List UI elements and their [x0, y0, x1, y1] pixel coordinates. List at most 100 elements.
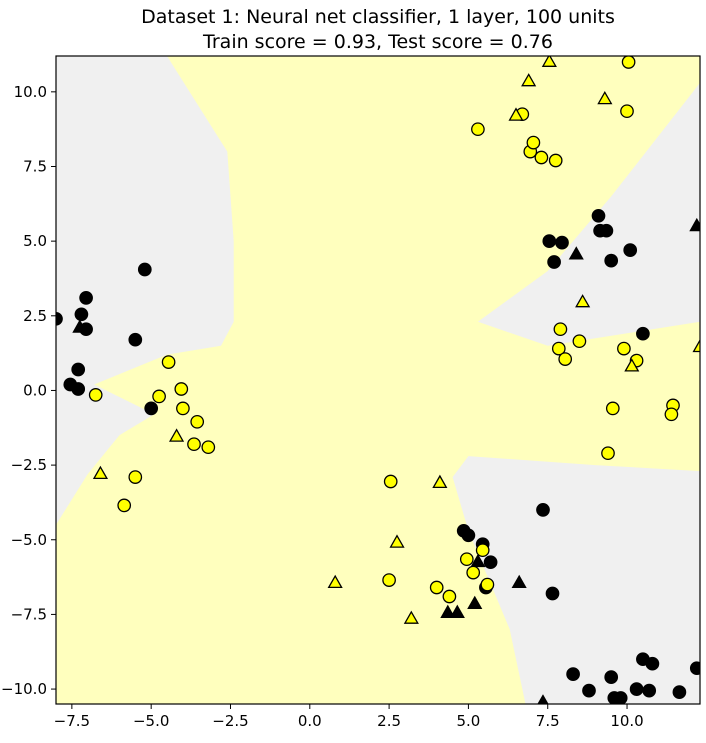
train-point-class0	[623, 243, 638, 257]
test-point-class0	[537, 694, 549, 704]
test-point-class1	[541, 56, 557, 67]
train-point-class1	[548, 153, 563, 168]
train-point-class1	[480, 577, 495, 592]
train-point-class1	[605, 401, 620, 416]
train-point-class1	[459, 552, 474, 567]
train-point-class0	[545, 586, 560, 601]
train-point-class1	[534, 150, 549, 165]
train-point-class0	[144, 401, 159, 416]
train-point-class1	[190, 414, 205, 429]
train-point-class0	[555, 235, 569, 250]
decision-region-class0-0	[56, 56, 234, 525]
train-point-class1	[88, 388, 103, 402]
train-point-class0	[636, 326, 650, 341]
train-point-class0	[74, 307, 89, 322]
train-point-class0	[591, 208, 606, 223]
test-point-class1	[692, 338, 700, 353]
test-point-class1	[432, 474, 448, 489]
x-tick-label: 7.5	[536, 712, 560, 730]
test-point-class1	[327, 574, 343, 589]
train-point-class0	[536, 503, 550, 517]
train-point-class1	[382, 573, 396, 587]
train-point-class0	[629, 682, 644, 696]
train-point-class1	[128, 470, 143, 484]
train-point-class1	[526, 135, 541, 150]
chart-title-line1: Dataset 1: Neural net classifier, 1 laye…	[141, 6, 615, 28]
train-point-class0	[566, 667, 580, 681]
train-point-class1	[152, 389, 166, 404]
train-point-class1	[471, 122, 485, 137]
test-point-class1	[575, 294, 591, 308]
train-point-class1	[161, 355, 176, 369]
train-point-class0	[613, 691, 628, 704]
y-tick-label: −7.5	[11, 605, 47, 623]
train-point-class1	[551, 341, 566, 356]
train-point-class1	[442, 589, 457, 604]
test-point-class1	[389, 534, 405, 548]
train-point-class0	[672, 685, 687, 699]
train-point-class0	[604, 253, 619, 268]
y-tick-label: 5.0	[23, 232, 47, 250]
y-tick-label: 7.5	[23, 157, 47, 175]
y-axis: 10.0 7.5 5.0 2.5 0.0 −2.5 −5.0 −7.5 −10.0	[1, 83, 56, 698]
y-tick-label: −5.0	[11, 531, 47, 549]
y-tick-label: −2.5	[11, 456, 47, 474]
test-point-class0	[449, 604, 465, 618]
train-point-class1	[176, 401, 190, 416]
train-point-class1	[201, 440, 216, 455]
test-point-class0	[72, 319, 88, 333]
train-point-class0	[645, 656, 660, 671]
train-point-class0	[547, 255, 561, 269]
train-point-class1	[572, 334, 587, 349]
test-point-class1	[508, 107, 524, 121]
test-point-class1	[168, 428, 185, 442]
train-point-class1	[429, 580, 444, 595]
train-point-class1	[558, 352, 573, 366]
test-point-class1	[624, 358, 640, 372]
train-point-class1	[621, 56, 636, 69]
train-point-class0	[56, 311, 63, 326]
train-point-class0	[71, 382, 86, 396]
train-point-class0	[137, 262, 152, 277]
train-point-class1	[664, 407, 679, 422]
x-tick-label: 5.0	[456, 712, 480, 730]
train-point-class0	[689, 661, 700, 676]
train-point-class1	[601, 446, 615, 461]
train-point-class1	[187, 437, 201, 452]
y-tick-label: 0.0	[23, 381, 47, 399]
y-tick-label: 2.5	[23, 307, 47, 325]
train-point-class0	[582, 683, 596, 698]
x-tick-label: −2.5	[212, 712, 248, 730]
test-point-class1	[403, 610, 419, 624]
decision-region-class0-2	[452, 435, 700, 704]
x-tick-label: −5.0	[133, 712, 169, 730]
train-point-class1	[475, 543, 490, 558]
test-point-class1	[521, 73, 537, 87]
decision-region-class0-1	[477, 82, 700, 346]
x-axis: −7.5 −5.0 −2.5 0.0 2.5 5.0 7.5 10.0	[54, 704, 644, 730]
test-point-class0	[467, 595, 483, 609]
train-point-class1	[117, 498, 132, 513]
train-point-class1	[466, 565, 481, 580]
y-tick-label: 10.0	[14, 83, 47, 101]
test-point-class0	[470, 553, 486, 568]
test-point-class0	[689, 217, 700, 232]
train-point-class0	[79, 291, 93, 305]
y-tick-label: −10.0	[1, 680, 47, 698]
test-point-class1	[92, 465, 109, 480]
chart-title-line2: Train score = 0.93, Test score = 0.76	[202, 31, 553, 53]
train-point-class0	[599, 223, 614, 238]
train-point-class0	[542, 234, 557, 248]
train-point-class1	[174, 382, 189, 396]
data-points	[56, 56, 700, 704]
train-point-class0	[128, 332, 143, 347]
test-point-class0	[511, 574, 527, 589]
test-point-class0	[568, 246, 584, 260]
test-point-class1	[597, 90, 613, 105]
x-tick-label: −7.5	[54, 712, 90, 730]
train-point-class1	[383, 474, 398, 489]
train-point-class1	[553, 322, 568, 337]
train-point-class0	[604, 670, 619, 684]
decision-regions	[56, 56, 700, 704]
